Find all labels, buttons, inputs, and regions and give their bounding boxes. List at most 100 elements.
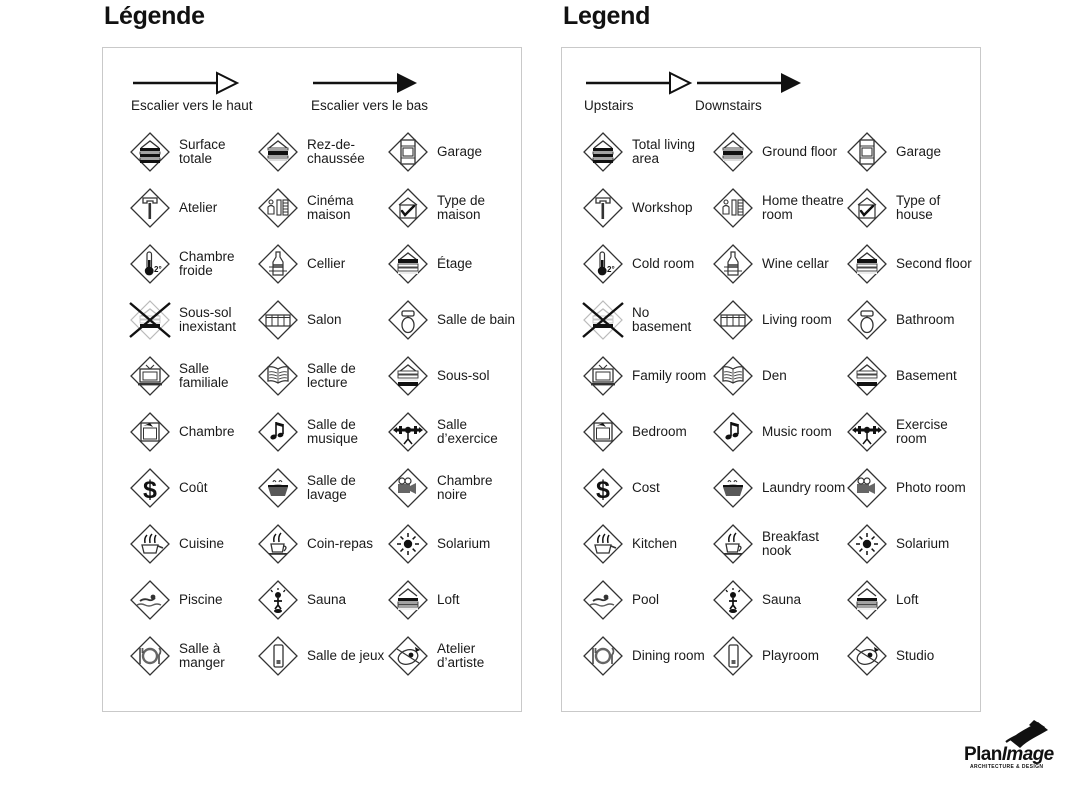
legend-item: Rez-de-chaussée xyxy=(255,124,387,180)
loft-icon xyxy=(844,577,890,623)
stair-downstairs-label: Downstairs xyxy=(695,98,762,113)
legend-item-label: Dining room xyxy=(632,647,705,663)
legend-item: Exercise room xyxy=(844,404,980,460)
legend-item-label: Chambre froide xyxy=(179,248,235,278)
no-basement-icon xyxy=(127,297,173,343)
legend-item: Den xyxy=(710,348,846,404)
legend-item: Salon xyxy=(255,292,387,348)
legend-item: Garage xyxy=(844,124,980,180)
stairs-row-french: Escalier vers le haut Escalier vers le b… xyxy=(103,70,521,132)
den-book-icon xyxy=(255,353,301,399)
legend-item-label: Salle d’exercice xyxy=(437,416,498,446)
legend-item-label: Salle de jeux xyxy=(307,647,385,663)
svg-text:2°: 2° xyxy=(154,265,162,274)
legend-item-label: Studio xyxy=(896,647,935,663)
legend-item: Loft xyxy=(844,572,980,628)
cost-dollar-icon: $ xyxy=(127,465,173,511)
legend-item-label: Music room xyxy=(762,423,832,439)
kitchen-pot-icon xyxy=(127,521,173,567)
legend-item-label: Den xyxy=(762,367,787,383)
legend-item: Basement xyxy=(844,348,980,404)
legend-item-label: Coin-repas xyxy=(307,535,374,551)
ground-floor-icon xyxy=(255,129,301,175)
legend-item-label: Sous-sol xyxy=(437,367,490,383)
total-living-area-icon xyxy=(127,129,173,175)
legend-item: Playroom xyxy=(710,628,846,684)
legend-item: Type of house xyxy=(844,180,980,236)
studio-palette-icon xyxy=(385,633,431,679)
legend-item: Total living area xyxy=(580,124,712,180)
legend-item-label: Atelier xyxy=(179,199,218,215)
legend-item: Workshop xyxy=(580,180,712,236)
music-room-note-icon xyxy=(255,409,301,455)
legend-row: Chambre Salle de musique Salle d’exercice xyxy=(103,404,521,460)
arrow-filled-right-icon xyxy=(311,70,428,100)
photo-room-icon xyxy=(385,465,431,511)
legend-item-label: Loft xyxy=(896,591,919,607)
dining-room-icon xyxy=(580,633,626,679)
stairs-row-english: Upstairs Downstairs xyxy=(562,70,980,132)
legend-item: Music room xyxy=(710,404,846,460)
laundry-room-icon xyxy=(255,465,301,511)
legend-item-label: Playroom xyxy=(762,647,820,663)
page-title-french: Légende xyxy=(104,2,205,30)
legend-item-label: Chambre noire xyxy=(437,472,493,502)
legend-item-label: Cuisine xyxy=(179,535,225,551)
den-book-icon xyxy=(710,353,756,399)
garage-icon xyxy=(844,129,890,175)
svg-text:$: $ xyxy=(143,476,157,504)
stair-upstairs-english: Upstairs xyxy=(584,70,696,113)
legend-item-label: Coût xyxy=(179,479,208,495)
ground-floor-icon xyxy=(710,129,756,175)
legend-item: Étage xyxy=(385,236,521,292)
sauna-icon xyxy=(255,577,301,623)
legend-row: Atelier Cinéma maison Type de maison xyxy=(103,180,521,236)
legend-item-label: Cost xyxy=(632,479,660,495)
page-title-english: Legend xyxy=(563,2,651,30)
legend-item: Second floor xyxy=(844,236,980,292)
logo-plan-text: Plan xyxy=(964,744,1002,765)
legend-item-label: Cinéma maison xyxy=(307,192,354,222)
legend-item: Salle de lecture xyxy=(255,348,387,404)
photo-room-icon xyxy=(844,465,890,511)
legend-item-label: Chambre xyxy=(179,423,235,439)
arrow-outline-right-icon xyxy=(584,70,696,100)
kitchen-pot-icon xyxy=(580,521,626,567)
bedroom-icon xyxy=(127,409,173,455)
legend-item: Laundry room xyxy=(710,460,846,516)
legend-item: Bathroom xyxy=(844,292,980,348)
wine-cellar-icon xyxy=(710,241,756,287)
legend-grid-english: Total living area Ground floor Garage Works… xyxy=(562,124,980,684)
legend-item: Pool xyxy=(580,572,712,628)
legend-item-label: Salle de lavage xyxy=(307,472,356,502)
legend-item: Salle d’exercice xyxy=(385,404,521,460)
legend-item-label: Surface totale xyxy=(179,136,226,166)
legend-item: Living room xyxy=(710,292,846,348)
legend-item-label: Laundry room xyxy=(762,479,846,495)
arrow-filled-right-icon xyxy=(695,70,807,100)
legend-row: Family room Den Basement xyxy=(562,348,980,404)
legend-item-label: Étage xyxy=(437,255,473,271)
second-floor-icon xyxy=(385,241,431,287)
legend-item-label: Garage xyxy=(896,143,942,159)
legend-item: Sauna xyxy=(255,572,387,628)
legend-item: Sous-sol xyxy=(385,348,521,404)
pool-swimmer-icon xyxy=(127,577,173,623)
legend-item: Kitchen xyxy=(580,516,712,572)
legend-item-label: Home theatre room xyxy=(762,192,844,222)
legend-item: 2° Chambre froide xyxy=(127,236,257,292)
legend-item: $ Coût xyxy=(127,460,257,516)
legend-row: No basement Living room Bathroom xyxy=(562,292,980,348)
stair-downstairs-french: Escalier vers le bas xyxy=(311,70,428,113)
legend-item-label: Cellier xyxy=(307,255,346,271)
legend-item-label: Rez-de-chaussée xyxy=(307,136,365,166)
solarium-sun-icon xyxy=(844,521,890,567)
legend-row: Cuisine Coin-repas Solarium xyxy=(103,516,521,572)
legend-item: Piscine xyxy=(127,572,257,628)
legend-row: Workshop Home theatre room Type of house xyxy=(562,180,980,236)
legend-item: Atelier xyxy=(127,180,257,236)
wine-cellar-icon xyxy=(255,241,301,287)
legend-item-label: Sous-sol inexistant xyxy=(179,304,237,334)
garage-icon xyxy=(385,129,431,175)
legend-item-label: Solarium xyxy=(896,535,950,551)
